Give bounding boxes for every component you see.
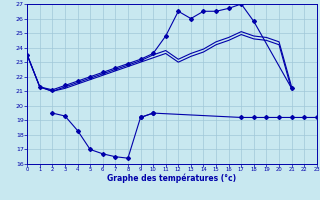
X-axis label: Graphe des températures (°c): Graphe des températures (°c) xyxy=(108,174,236,183)
